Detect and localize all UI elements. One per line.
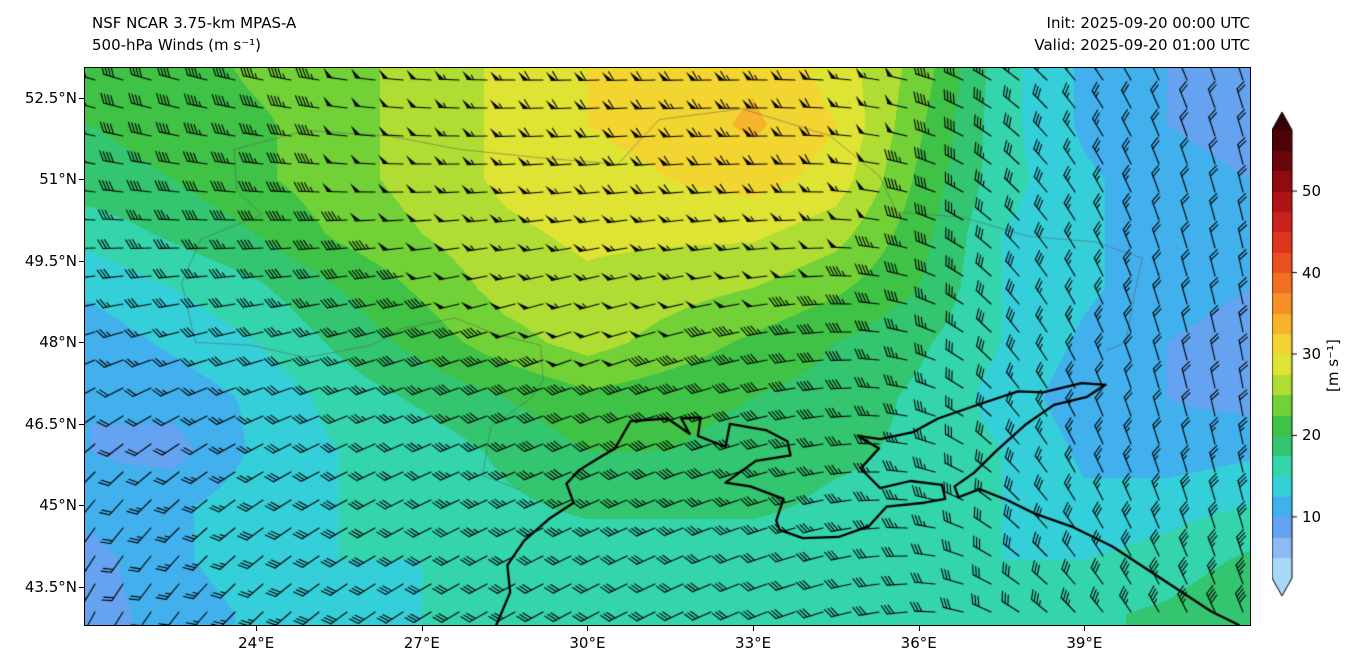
x-tick-label: 30°E [569, 634, 606, 652]
y-tick-label: 46.5°N [24, 414, 77, 433]
x-tick-label: 33°E [735, 634, 772, 652]
init-valid-info: Init: 2025-09-20 00:00 UTC Valid: 2025-0… [1034, 12, 1250, 56]
colorbar-tick-label: 40 [1302, 263, 1322, 282]
y-tick-label: 49.5°N [24, 251, 77, 270]
y-tick-mark [79, 260, 84, 262]
y-tick-mark [79, 423, 84, 425]
colorbar-canvas [1272, 100, 1302, 600]
y-tick-mark [79, 505, 84, 507]
colorbar-tick-label: 30 [1302, 345, 1322, 363]
colorbar-tick-label: 50 [1302, 182, 1322, 201]
map-plot [84, 67, 1251, 626]
wind-map-canvas [85, 68, 1250, 625]
y-tick-mark [79, 586, 84, 588]
colorbar-tick-label: 20 [1302, 426, 1322, 445]
init-time: Init: 2025-09-20 00:00 UTC [1046, 14, 1250, 32]
y-tick-label: 43.5°N [24, 577, 77, 596]
y-tick-label: 45°N [39, 496, 77, 515]
plot-title-line1: NSF NCAR 3.75-km MPAS-A [92, 14, 297, 32]
plot-title-line2: 500-hPa Winds (m s⁻¹) [92, 36, 261, 54]
x-tick-mark [256, 626, 258, 631]
y-tick-label: 48°N [39, 333, 77, 352]
x-tick-label: 36°E [900, 634, 937, 652]
plot-title: NSF NCAR 3.75-km MPAS-A 500-hPa Winds (m… [92, 12, 296, 56]
x-tick-mark [753, 626, 755, 631]
colorbar-tick-label: 10 [1302, 507, 1322, 526]
y-tick-mark [79, 342, 84, 344]
x-tick-label: 27°E [403, 634, 440, 652]
y-tick-mark [79, 97, 84, 99]
x-tick-label: 24°E [238, 634, 275, 652]
colorbar [1272, 100, 1302, 600]
x-tick-mark [421, 626, 423, 631]
y-tick-label: 52.5°N [24, 88, 77, 107]
colorbar-label: [m s⁻¹] [1324, 339, 1342, 392]
x-tick-label: 39°E [1066, 634, 1103, 652]
y-tick-label: 51°N [39, 170, 77, 189]
valid-time: Valid: 2025-09-20 01:00 UTC [1034, 36, 1250, 54]
x-tick-mark [1084, 626, 1086, 631]
x-tick-mark [587, 626, 589, 631]
x-tick-mark [918, 626, 920, 631]
y-tick-mark [79, 179, 84, 181]
